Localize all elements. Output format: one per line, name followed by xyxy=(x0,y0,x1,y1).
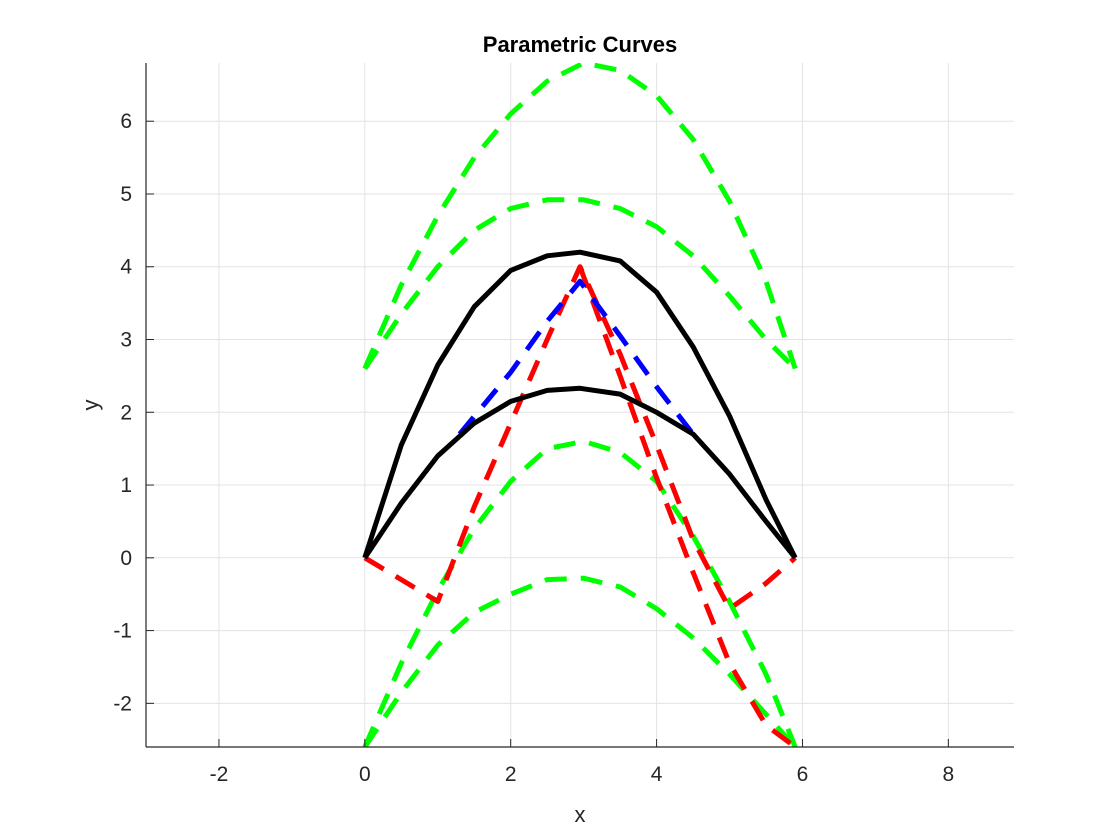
x-tick-label: -2 xyxy=(210,763,229,786)
x-tick-label: 2 xyxy=(505,763,517,786)
x-tick-label: 8 xyxy=(943,763,955,786)
chart-title: Parametric Curves xyxy=(483,32,677,57)
y-tick-label: 0 xyxy=(120,547,132,570)
y-tick-label: 4 xyxy=(120,256,132,279)
series-line-4 xyxy=(362,575,798,747)
x-tick-label: 0 xyxy=(359,763,371,786)
axes xyxy=(145,63,1014,748)
series-line-7 xyxy=(457,278,696,436)
series-line-3 xyxy=(362,438,798,747)
series-line-2 xyxy=(362,197,797,371)
y-axis-label: y xyxy=(78,400,103,411)
series-line-9 xyxy=(362,385,798,560)
y-tick-label: 3 xyxy=(120,329,132,352)
y-tick-label: 2 xyxy=(120,401,132,424)
x-tick-label: 4 xyxy=(651,763,663,786)
y-tick-label: -1 xyxy=(113,620,132,643)
y-tick-label: -2 xyxy=(113,692,132,715)
series-line-5 xyxy=(363,264,797,612)
series-line-1 xyxy=(362,63,798,370)
ticks: -2 0 2 4 6 8 -2 -1 0 1 2 3 4 5 6 xyxy=(113,110,954,786)
series-line-8 xyxy=(362,249,798,559)
y-tick-label: 1 xyxy=(120,474,132,497)
y-tick-label: 5 xyxy=(120,183,132,206)
x-tick-label: 6 xyxy=(797,763,809,786)
y-tick-label: 6 xyxy=(120,110,132,133)
series-line-6 xyxy=(577,265,797,747)
series-layer xyxy=(362,63,798,747)
grid xyxy=(146,63,1014,747)
x-axis-label: x xyxy=(575,802,586,827)
